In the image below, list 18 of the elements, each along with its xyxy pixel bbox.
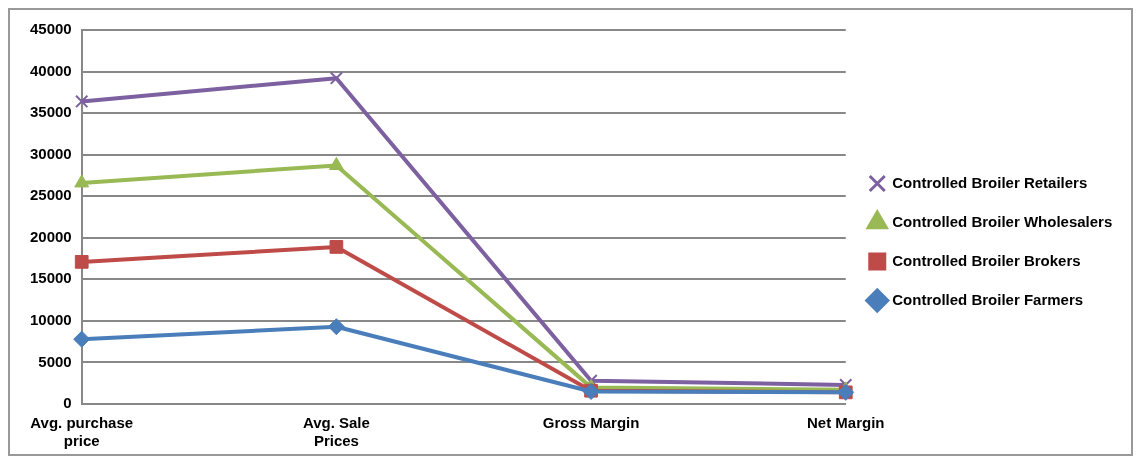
y-tick-label: 15000: [29, 269, 72, 287]
y-tick-label: 45000: [29, 20, 72, 38]
legend-label: Controlled Broiler Wholesalers: [892, 212, 1113, 230]
y-tick-label: 35000: [29, 103, 72, 121]
y-tick-label: 30000: [29, 144, 72, 162]
y-tick-label: 10000: [29, 311, 72, 329]
legend-label: Controlled Broiler Farmers: [892, 290, 1084, 308]
x-tick-label: Gross Margin: [542, 414, 640, 432]
y-tick-label: 5000: [38, 352, 72, 370]
x-tick-label: Avg. purchase price: [30, 414, 134, 450]
y-tick-label: 0: [63, 394, 72, 412]
x-tick-label: Avg. Sale Prices: [302, 414, 370, 450]
y-tick-label: 20000: [29, 227, 72, 245]
y-tick-label: 40000: [29, 61, 72, 79]
legend-label: Controlled Broiler Brokers: [892, 251, 1081, 269]
legend-label: Controlled Broiler Retailers: [892, 173, 1088, 191]
y-tick-label: 25000: [29, 186, 72, 204]
x-tick-label: Net Margin: [806, 414, 885, 432]
